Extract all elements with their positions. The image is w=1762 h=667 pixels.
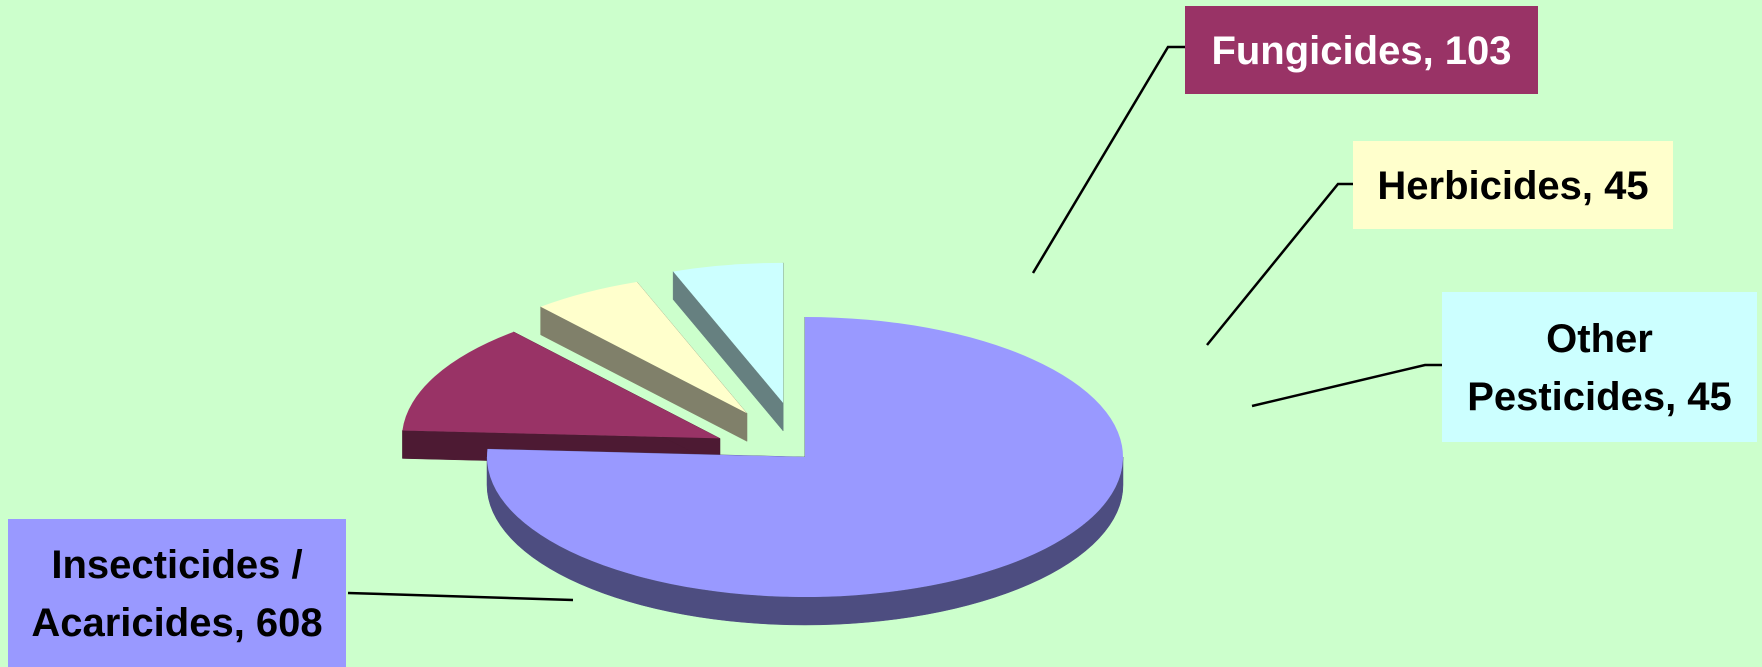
- label-other-pesticides: Other Pesticides, 45: [1442, 292, 1757, 442]
- label-insecticides-acaricides: Insecticides / Acaricides, 608: [8, 519, 346, 667]
- slice-other-pesticides: [673, 262, 784, 403]
- leader-line-herbicides: [1206, 182, 1353, 346]
- label-insecticides-acaricides-line-0: Insecticides /: [51, 543, 302, 587]
- label-other-pesticides-line-1: Pesticides, 45: [1467, 375, 1732, 419]
- label-herbicides: Herbicides, 45: [1353, 141, 1673, 229]
- leader-line-fungicides: [1031, 45, 1185, 274]
- slice-tops: [402, 262, 1123, 597]
- leader-lines: [347, 45, 1442, 602]
- leader-line-other-pesticides: [1251, 363, 1442, 408]
- label-fungicides-line-0: Fungicides, 103: [1211, 29, 1511, 73]
- label-insecticides-acaricides-box: [8, 519, 346, 667]
- label-herbicides-box: [1353, 141, 1673, 229]
- label-other-pesticides-line-0: Other: [1546, 317, 1653, 361]
- data-labels: Insecticides / Acaricides, 608 Fungicides,…: [8, 6, 1757, 667]
- label-other-pesticides-box: [1442, 292, 1757, 442]
- slice-fungicides: [402, 331, 720, 439]
- label-fungicides: Fungicides, 103: [1185, 6, 1538, 94]
- slice-herbicides: [540, 281, 747, 414]
- label-insecticides-acaricides-line-1: Acaricides, 608: [31, 601, 322, 645]
- label-fungicides-box: [1185, 6, 1538, 94]
- leader-line-insecticides-acaricides: [347, 591, 574, 602]
- slice-insecticides-acaricides: [487, 317, 1123, 597]
- label-herbicides-line-0: Herbicides, 45: [1377, 164, 1648, 208]
